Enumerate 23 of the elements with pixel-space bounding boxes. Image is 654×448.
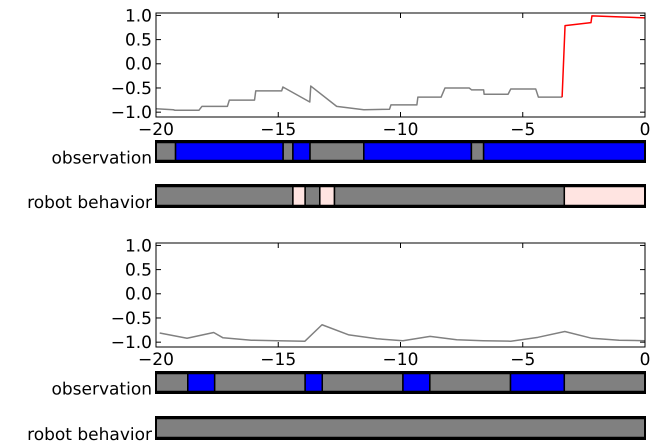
y-tick-label: observation xyxy=(51,148,152,168)
line-series xyxy=(158,324,646,342)
x-tick-label: −10 xyxy=(382,120,418,140)
y-tick-label: −0.5 xyxy=(110,78,152,99)
y-tick-label: observation xyxy=(51,380,152,400)
y-tick-label: 0.5 xyxy=(124,260,152,281)
y-tick-label: 0.0 xyxy=(124,54,152,75)
x-tick-label: −10 xyxy=(382,350,418,370)
y-tick-label: 1.0 xyxy=(124,236,152,256)
y-tick-label: 0.5 xyxy=(124,30,152,51)
x-tick-label: −5 xyxy=(510,350,536,370)
y-tick-label: robot behavior xyxy=(27,425,152,445)
x-tick-label: 0 xyxy=(640,120,650,140)
y-tick-label: −0.5 xyxy=(110,308,152,329)
line-series xyxy=(155,85,563,111)
y-tick-label: robot behavior xyxy=(27,193,152,213)
line-series xyxy=(561,15,646,98)
x-tick-label: −15 xyxy=(260,120,296,140)
y-tick-label: 0.0 xyxy=(124,284,152,305)
x-tick-label: −5 xyxy=(510,120,536,140)
x-tick-label: 0 xyxy=(640,350,650,370)
y-tick-label: 1.0 xyxy=(124,6,152,26)
x-tick-label: −15 xyxy=(260,350,296,370)
